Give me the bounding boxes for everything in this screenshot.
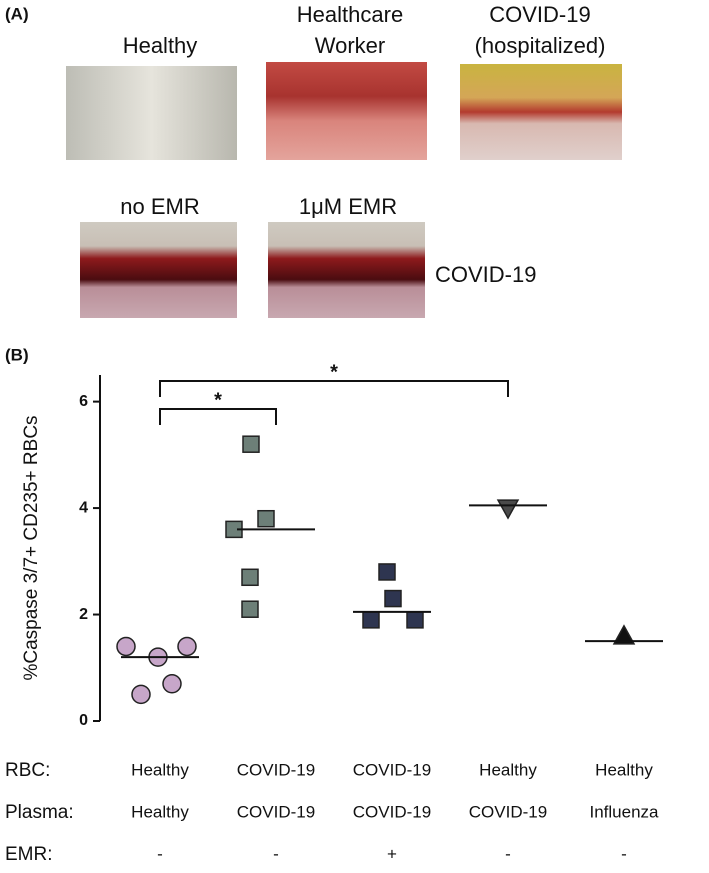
condition-value: Healthy [479,760,537,779]
point [241,600,259,618]
photo [80,222,237,318]
condition-value: COVID-19 [353,760,431,779]
condition-value: - [273,844,279,863]
y-axis-label: %Caspase 3/7+ CD235+ RBCs [21,415,42,680]
point [131,684,151,705]
condition-value: Healthy [595,760,653,779]
photo [266,62,427,160]
condition-label: EMR: [5,844,53,865]
photo-caption: COVID-19 [489,2,590,27]
photo [460,64,622,160]
condition-value: - [621,844,627,863]
y-tick-label: 0 [79,712,88,729]
row-label: COVID-19 [435,262,536,287]
point [384,589,402,608]
condition-label: Plasma: [5,802,74,823]
point [378,563,396,581]
significance-label: * [214,389,222,411]
photo [66,66,237,160]
condition-value: + [387,844,397,863]
photo-caption: Worker [315,33,386,58]
condition-value: Healthy [131,802,189,821]
point [241,568,259,587]
condition-value: - [157,844,163,863]
photo-caption: Healthy [123,33,198,58]
point [257,509,275,528]
photo-caption: no EMR [120,194,199,219]
panel-label: (A) [5,4,29,23]
condition-value: Influenza [590,802,660,821]
point [496,499,520,520]
panel-label: (B) [5,345,29,364]
y-tick-label: 4 [79,499,88,516]
point [177,636,197,657]
point [362,611,380,629]
condition-value: COVID-19 [469,802,547,821]
condition-value: COVID-19 [353,802,431,821]
y-tick-label: 6 [79,393,88,410]
significance-label: * [330,361,338,383]
point [116,636,136,657]
photo-caption: (hospitalized) [475,33,606,58]
point [612,624,636,645]
photo-caption: 1μM EMR [299,194,397,219]
photo [268,222,425,318]
condition-value: Healthy [131,760,189,779]
photo-caption: Healthcare [297,2,403,27]
condition-label: RBC: [5,760,50,781]
point [242,435,260,453]
point [406,611,424,629]
condition-value: - [505,844,511,863]
significance-bracket [159,380,509,397]
condition-value: COVID-19 [237,802,315,821]
y-tick-label: 2 [79,606,88,623]
point [162,673,182,694]
significance-bracket [159,408,277,425]
condition-value: COVID-19 [237,760,315,779]
